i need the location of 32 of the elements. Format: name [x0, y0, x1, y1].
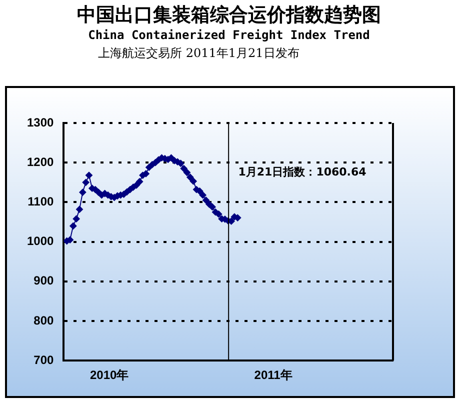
point [177, 160, 184, 167]
y-tick-label: 1200 [26, 154, 54, 169]
point [136, 178, 144, 186]
y-tick-label: 1100 [28, 194, 54, 209]
point [215, 210, 222, 218]
y-tick-label: 900 [34, 274, 54, 288]
annotation: 1月21日指数：1060.64 [238, 165, 367, 178]
chart-subtitle: China Containerized Freight Index Trend [87, 28, 371, 42]
x-tick-label: 2010年 [90, 368, 129, 382]
y-tick-label: 700 [34, 352, 54, 367]
chart-title: 中国出口集装箱综合运价指数趋势图 [76, 3, 382, 28]
point [72, 215, 80, 222]
point [85, 172, 92, 179]
point [202, 196, 210, 204]
text: 上海航运交易所 2011年1月21日发布 [98, 45, 300, 62]
point [208, 203, 216, 210]
point [186, 174, 194, 181]
point [82, 178, 90, 186]
x-tick-label: 2011年 [254, 368, 292, 382]
point [66, 236, 74, 244]
point [190, 178, 197, 185]
point [70, 222, 77, 230]
y-tick-label: 1000 [26, 234, 54, 248]
point [199, 192, 206, 199]
point [79, 188, 86, 196]
point [180, 165, 188, 172]
point [184, 169, 191, 176]
point [196, 188, 204, 195]
point [132, 182, 140, 189]
y-tick-label: 800 [34, 313, 54, 328]
point [76, 206, 84, 213]
y-tick-label: 1300 [26, 115, 54, 130]
